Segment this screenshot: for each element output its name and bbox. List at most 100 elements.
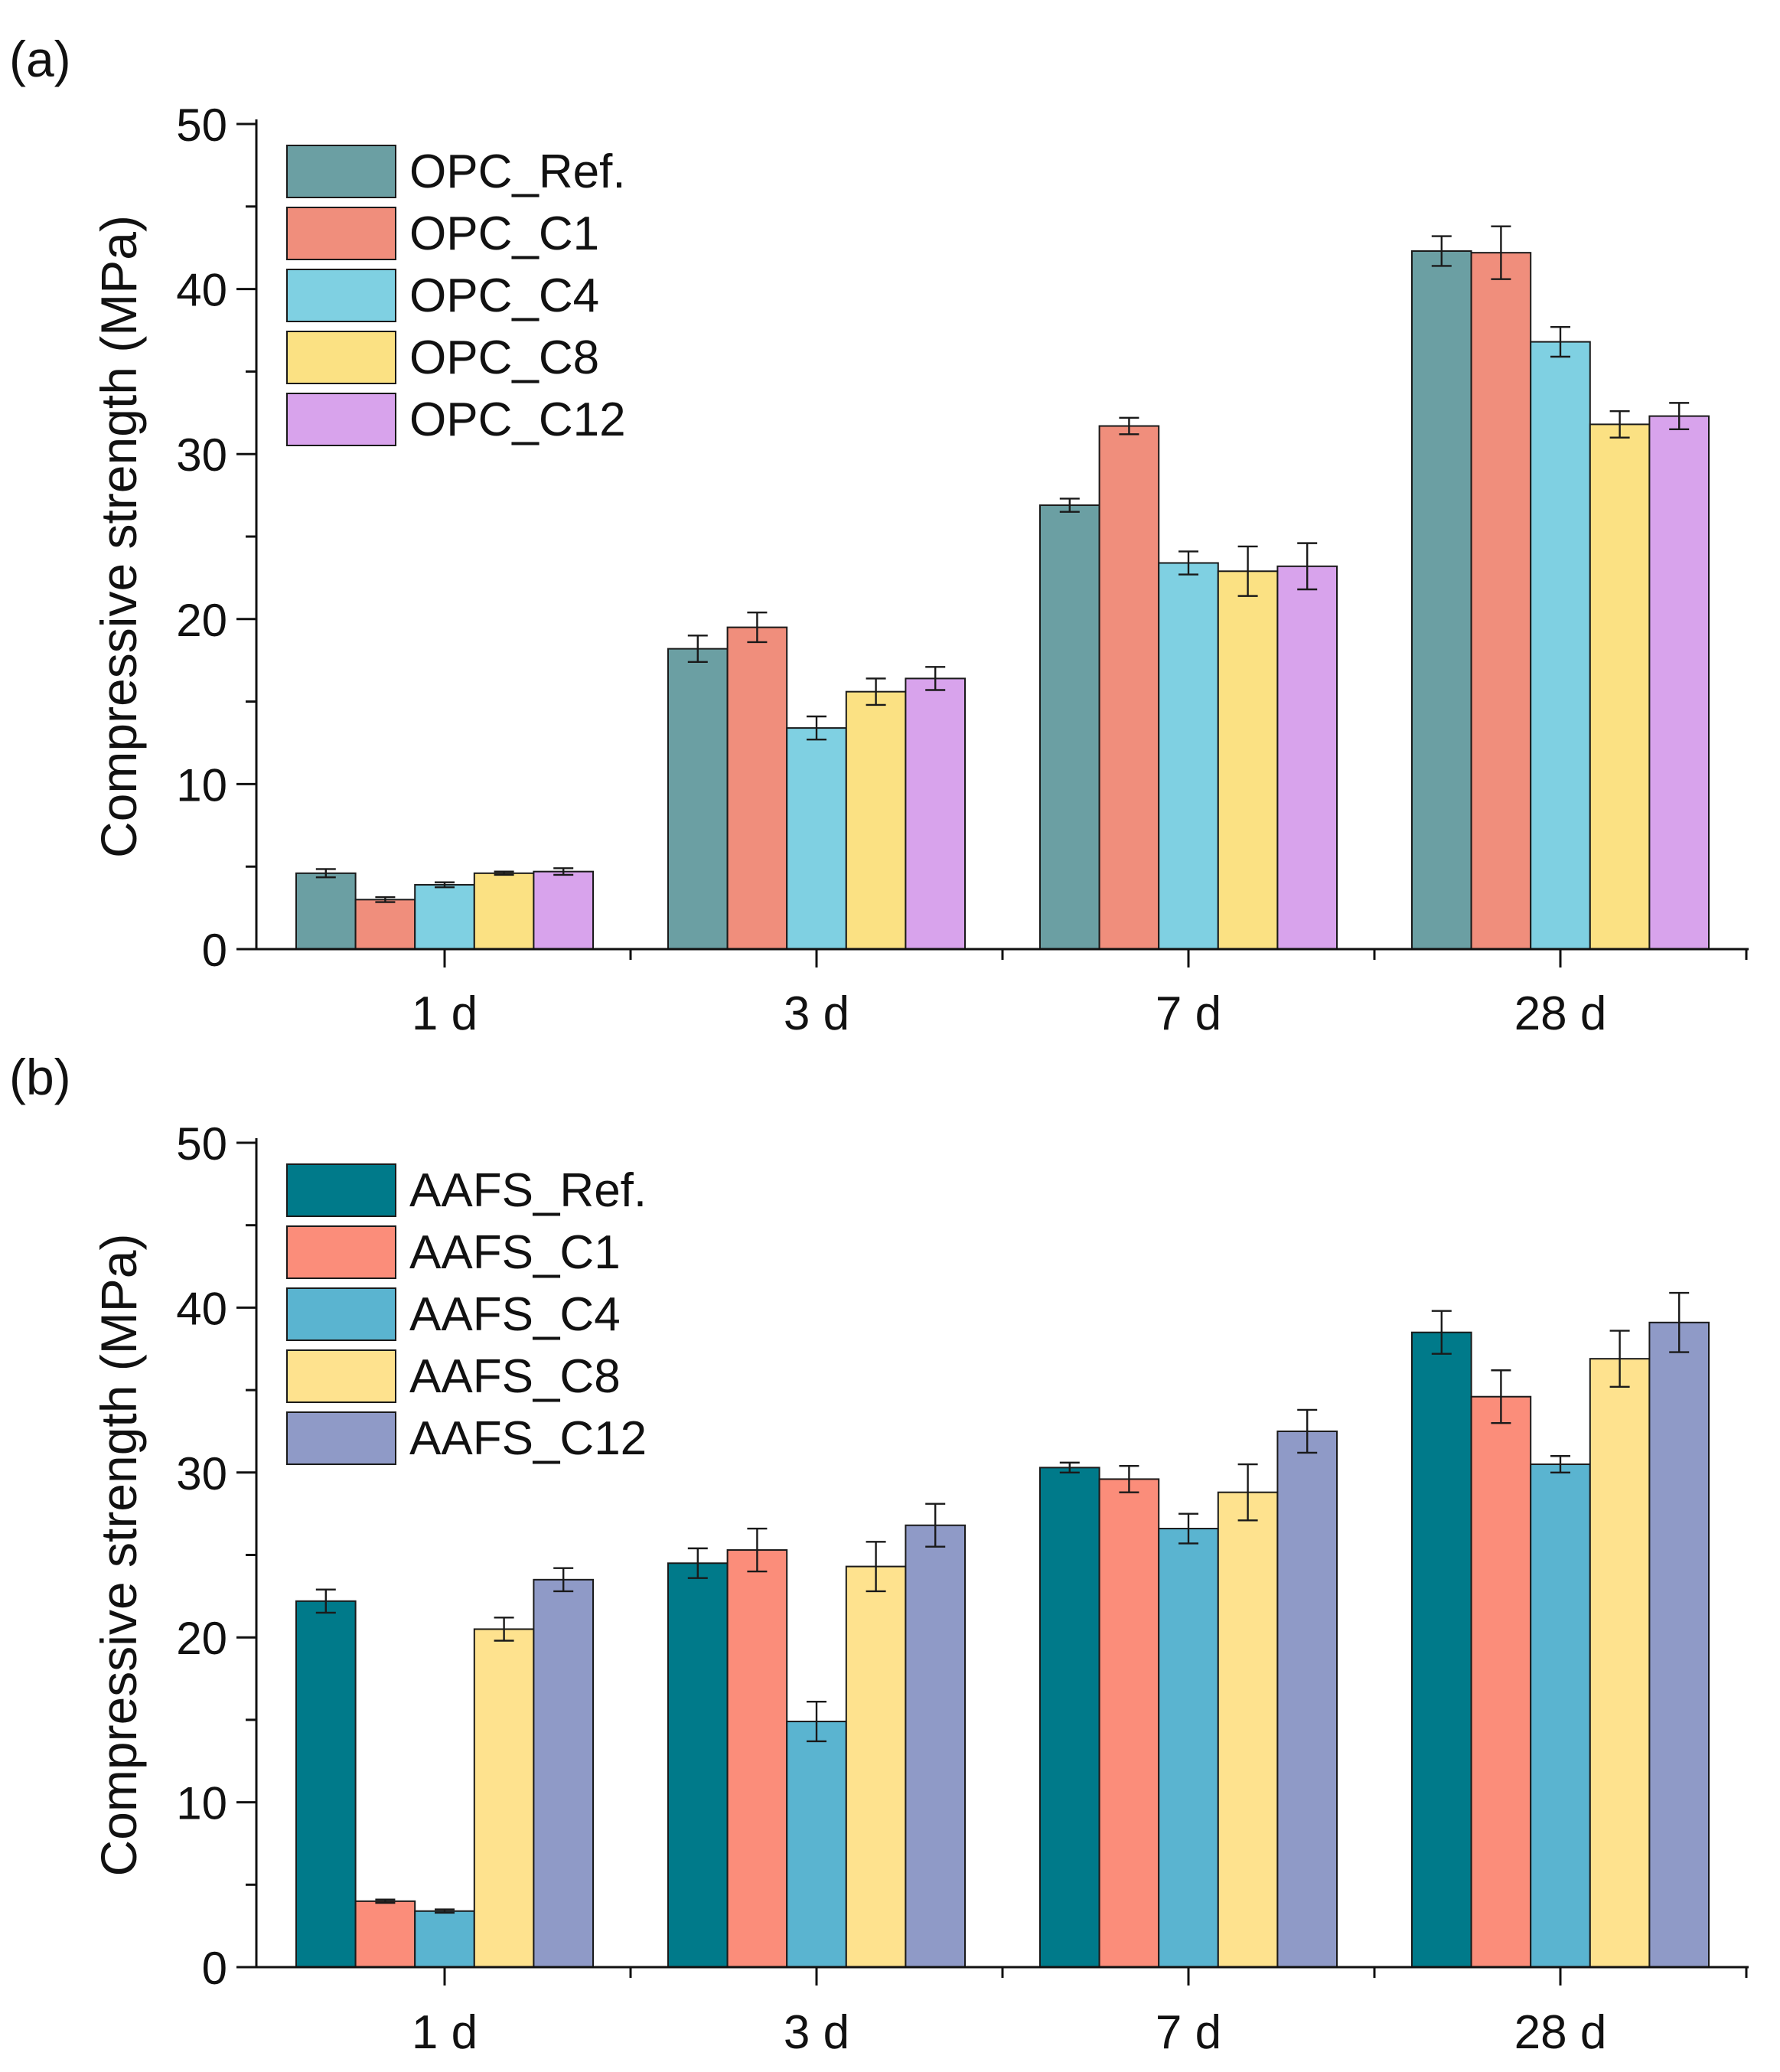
legend-label: OPC_C8 bbox=[409, 331, 599, 384]
bar bbox=[667, 1562, 729, 1968]
legend-label: AAFS_Ref. bbox=[409, 1164, 647, 1217]
x-tick-label: 1 d bbox=[412, 987, 478, 1040]
error-bar bbox=[1059, 1461, 1080, 1474]
x-tick-label: 7 d bbox=[1156, 2006, 1221, 2059]
error-bar bbox=[1491, 225, 1511, 280]
y-tick-label: 0 bbox=[202, 925, 227, 976]
error-bar bbox=[866, 677, 886, 706]
error-bar bbox=[1609, 410, 1630, 439]
error-bar bbox=[1119, 1464, 1139, 1493]
error-bar bbox=[1059, 498, 1080, 513]
y-tick-label: 30 bbox=[176, 1448, 227, 1499]
legend-swatch bbox=[286, 145, 396, 198]
bar bbox=[1648, 1321, 1710, 1968]
error-bar bbox=[1431, 235, 1452, 267]
legend-item: OPC_C1 bbox=[286, 207, 599, 260]
legend-item: AAFS_C8 bbox=[286, 1349, 621, 1403]
error-bar bbox=[1179, 550, 1198, 576]
error-bar bbox=[1669, 402, 1690, 431]
legend-swatch bbox=[286, 1411, 396, 1465]
error-bar bbox=[687, 1547, 708, 1579]
legend-label: AAFS_C12 bbox=[409, 1412, 647, 1465]
x-tick-label: 7 d bbox=[1156, 987, 1221, 1040]
panel-b: (b) Compressive strength (MPa) 0 10 20 30 40 50… bbox=[9, 1049, 1749, 2059]
error-bar bbox=[1609, 1330, 1630, 1388]
legend-item: AAFS_C4 bbox=[286, 1287, 621, 1341]
y-tick-label: 50 bbox=[176, 1118, 227, 1170]
x-tick-label: 3 d bbox=[784, 987, 849, 1040]
y-tick-label: 0 bbox=[202, 1943, 227, 1994]
legend-item: AAFS_C12 bbox=[286, 1411, 647, 1465]
error-bar bbox=[1431, 1310, 1452, 1355]
legend-label: OPC_C4 bbox=[409, 269, 599, 322]
error-bar bbox=[687, 635, 708, 664]
error-bar bbox=[807, 1701, 826, 1743]
error-bar bbox=[1550, 325, 1570, 358]
error-bar bbox=[747, 611, 768, 644]
legend-swatch bbox=[286, 1349, 396, 1403]
error-bar bbox=[925, 666, 946, 691]
legend-swatch bbox=[286, 331, 396, 384]
legend: OPC_Ref. OPC_C1 OPC_C4 OPC_C8 OPC_C12 bbox=[286, 145, 626, 446]
error-bar bbox=[375, 1898, 396, 1904]
legend-swatch bbox=[286, 1225, 396, 1279]
panel-a: (a) Compressive strength (MPa) 0 10 20 30 40 50… bbox=[9, 31, 1749, 1040]
legend-swatch bbox=[286, 207, 396, 260]
legend-item: OPC_C4 bbox=[286, 269, 599, 322]
y-tick-label: 10 bbox=[176, 759, 227, 811]
bar bbox=[1589, 423, 1651, 950]
error-bar bbox=[1119, 416, 1139, 436]
bar bbox=[354, 899, 416, 950]
error-bar bbox=[747, 1527, 768, 1573]
y-tick-label: 30 bbox=[176, 429, 227, 481]
bar bbox=[905, 1524, 967, 1968]
bar bbox=[786, 727, 847, 950]
error-bar bbox=[1297, 1408, 1318, 1454]
legend-item: OPC_C12 bbox=[286, 393, 626, 446]
error-bar bbox=[315, 868, 336, 879]
bar bbox=[473, 1628, 535, 1968]
bar bbox=[533, 1578, 595, 1969]
y-tick-label: 50 bbox=[176, 100, 227, 151]
error-bar bbox=[925, 1503, 946, 1548]
bar bbox=[354, 1900, 416, 1969]
error-bar bbox=[1550, 1455, 1570, 1474]
error-bar bbox=[1179, 1512, 1198, 1545]
legend-label: OPC_Ref. bbox=[409, 145, 626, 198]
error-bar bbox=[1237, 545, 1258, 597]
error-bar bbox=[435, 1908, 455, 1914]
bar bbox=[1217, 1491, 1279, 1968]
legend: AAFS_Ref. AAFS_C1 AAFS_C4 AAFS_C8 AAFS_C12 bbox=[286, 1163, 647, 1465]
bar bbox=[1530, 1463, 1591, 1968]
bar bbox=[1039, 1467, 1100, 1968]
bar bbox=[1589, 1358, 1651, 1968]
y-tick-label: 40 bbox=[176, 1283, 227, 1334]
bar bbox=[1158, 562, 1219, 950]
bar bbox=[1098, 1478, 1160, 1968]
legend-label: AAFS_C1 bbox=[409, 1226, 621, 1279]
panel-label: (b) bbox=[9, 1049, 71, 1105]
bar bbox=[845, 1565, 907, 1968]
bar bbox=[1411, 250, 1472, 950]
bar bbox=[726, 626, 788, 951]
bar bbox=[414, 883, 475, 951]
error-bar bbox=[1237, 1463, 1258, 1522]
bar bbox=[1411, 1331, 1472, 1968]
bar bbox=[1530, 341, 1591, 951]
legend-label: AAFS_C8 bbox=[409, 1350, 621, 1403]
error-bar bbox=[494, 870, 514, 876]
bar bbox=[1276, 1430, 1338, 1968]
y-tick-label: 20 bbox=[176, 1613, 227, 1664]
error-bar bbox=[807, 715, 826, 741]
bar bbox=[414, 1910, 475, 1968]
legend-label: AAFS_C4 bbox=[409, 1288, 621, 1341]
legend-swatch bbox=[286, 269, 396, 322]
error-bar bbox=[1669, 1291, 1690, 1353]
bar bbox=[1158, 1528, 1219, 1968]
bar bbox=[726, 1549, 788, 1968]
x-tick-label: 28 d bbox=[1514, 2006, 1607, 2059]
error-bar bbox=[1297, 542, 1318, 591]
bar bbox=[1039, 504, 1100, 950]
y-axis-label: Compressive strength (MPa) bbox=[90, 215, 147, 858]
